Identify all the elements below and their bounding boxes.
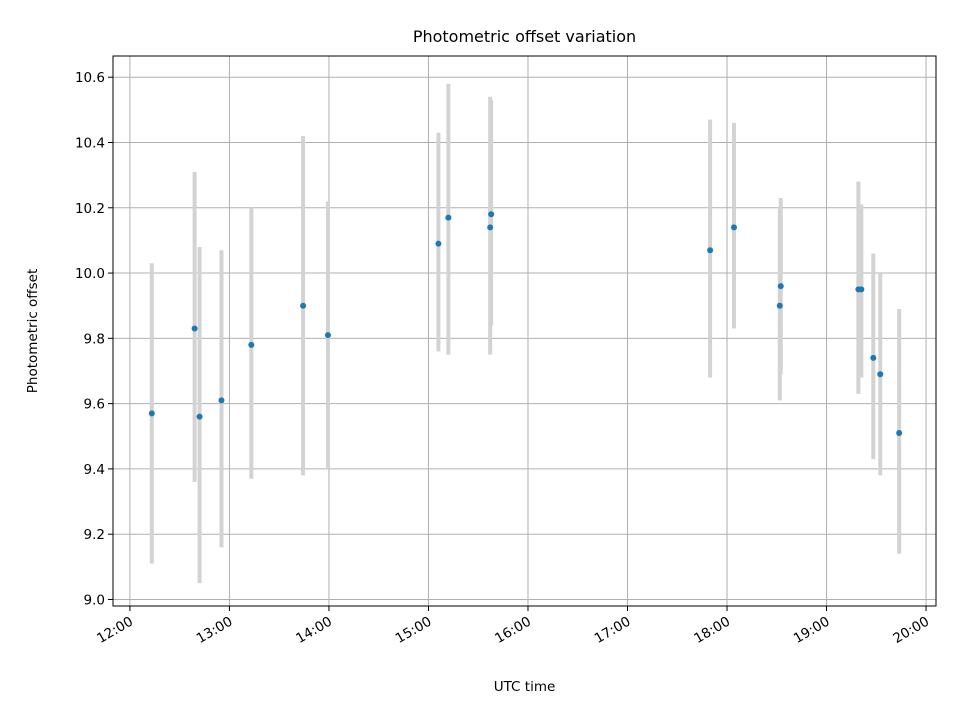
y-tick-label: 10.2 <box>75 201 105 217</box>
data-point <box>858 286 865 293</box>
chart-title: Photometric offset variation <box>413 27 636 46</box>
data-point <box>324 332 331 339</box>
data-point <box>776 302 783 309</box>
data-point <box>196 413 203 420</box>
data-point <box>191 325 198 332</box>
point-layer <box>148 211 903 437</box>
y-axis-label: Photometric offset <box>25 269 41 393</box>
data-point <box>445 214 452 221</box>
data-point <box>730 224 737 231</box>
y-tick-label: 10.0 <box>75 266 105 282</box>
x-axis-label: UTC time <box>494 679 556 695</box>
data-point <box>488 211 495 218</box>
data-point <box>870 354 877 361</box>
data-point <box>218 397 225 404</box>
data-point <box>777 283 784 290</box>
y-tick-label: 9.0 <box>84 592 105 608</box>
y-tick-label: 9.6 <box>84 397 105 413</box>
data-point <box>896 430 903 437</box>
data-point <box>148 410 155 417</box>
y-tick-label: 10.6 <box>75 70 105 86</box>
data-point <box>487 224 494 231</box>
data-point <box>300 302 307 309</box>
data-point <box>707 247 714 254</box>
y-tick-label: 9.2 <box>84 527 105 543</box>
plot-frame <box>112 55 937 607</box>
y-tick-label: 9.4 <box>84 462 105 478</box>
data-point <box>877 371 884 378</box>
data-point <box>248 341 255 348</box>
y-tick-label: 9.8 <box>84 331 105 347</box>
y-tick-label: 10.4 <box>75 135 105 151</box>
data-point <box>435 240 442 247</box>
